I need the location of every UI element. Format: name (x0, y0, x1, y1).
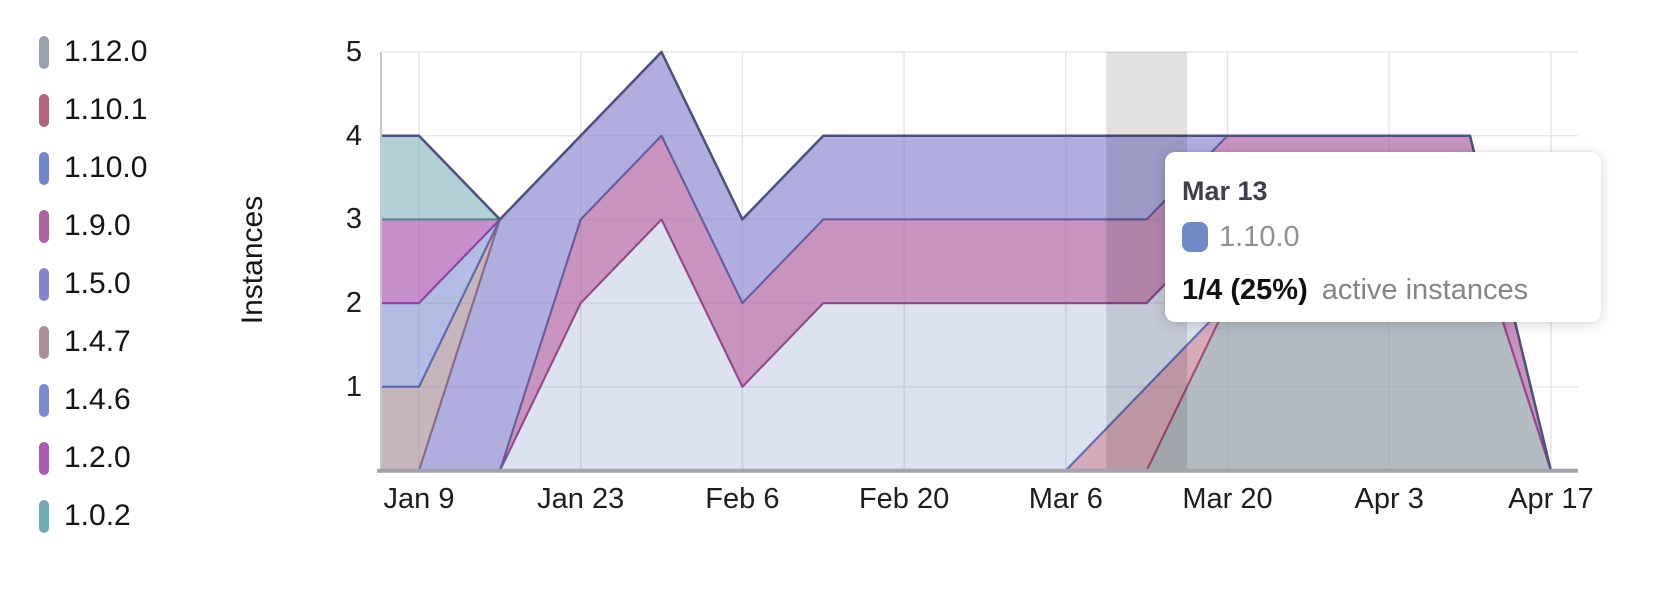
legend-swatch-icon (39, 151, 49, 185)
x-tick-label-Apr-3: Apr 3 (1354, 483, 1424, 515)
legend-item-1.4.7[interactable]: 1.4.7 (39, 325, 131, 359)
x-tick-label-Mar-6: Mar 6 (1028, 483, 1103, 515)
chart-tooltip: Mar 13 1.10.0 1/4 (25%) active instances (1165, 152, 1601, 322)
legend-item-1.0.2[interactable]: 1.0.2 (39, 499, 131, 533)
legend-label: 1.4.7 (64, 325, 131, 358)
legend-item-1.2.0[interactable]: 1.2.0 (39, 441, 131, 475)
legend-item-1.10.0[interactable]: 1.10.0 (39, 151, 147, 185)
legend-label: 1.10.0 (64, 151, 148, 184)
x-tick-label-Feb-20: Feb 20 (858, 483, 950, 515)
legend-label: 1.4.6 (64, 383, 131, 416)
legend-swatch-icon (39, 209, 49, 243)
y-tick-label-3: 3 (345, 203, 362, 236)
tooltip-value-description: active instances (1321, 274, 1529, 306)
legend-swatch-icon (39, 499, 49, 533)
legend-swatch-icon (39, 441, 49, 475)
y-tick-label-2: 2 (345, 287, 362, 320)
legend-label: 1.9.0 (64, 209, 131, 242)
y-tick-label-1: 1 (345, 370, 362, 403)
tooltip-value: 1/4 (25%) (1182, 274, 1308, 306)
y-tick-label-5: 5 (345, 36, 362, 68)
legend-label: 1.2.0 (64, 441, 131, 474)
legend-item-1.5.0[interactable]: 1.5.0 (39, 267, 131, 301)
legend-label: 1.12.0 (64, 35, 148, 68)
legend-item-1.9.0[interactable]: 1.9.0 (39, 209, 131, 243)
stack-total-line (381, 50, 1553, 471)
tooltip-value-row: 1/4 (25%) active instances (1182, 275, 1601, 305)
y-axis-title: Instances (236, 195, 269, 325)
tooltip-series-label: 1.10.0 (1219, 220, 1300, 253)
x-tick-label-Mar-20: Mar 20 (1182, 483, 1273, 515)
legend-swatch-icon (39, 383, 49, 417)
legend-swatch-icon (39, 35, 49, 69)
legend-item-1.12.0[interactable]: 1.12.0 (39, 35, 147, 69)
x-tick-label-Jan-9: Jan 9 (383, 483, 455, 515)
legend-label: 1.5.0 (64, 267, 131, 300)
tooltip-date: Mar 13 (1182, 176, 1268, 206)
tooltip-series-swatch-icon (1182, 222, 1208, 252)
legend-label: 1.10.1 (64, 93, 148, 126)
legend-item-1.4.6[interactable]: 1.4.6 (39, 383, 131, 417)
y-tick-label-4: 4 (345, 119, 362, 152)
legend-swatch-icon (39, 325, 49, 359)
tooltip-series-row: 1.10.0 (1182, 220, 1601, 253)
x-tick-label-Feb-6: Feb 6 (705, 483, 780, 515)
x-tick-label-Apr-17: Apr 17 (1508, 483, 1594, 515)
x-tick-label-Jan-23: Jan 23 (537, 483, 625, 515)
legend-swatch-icon (39, 267, 49, 301)
legend-swatch-icon (39, 93, 49, 127)
legend-label: 1.0.2 (64, 499, 131, 532)
legend-item-1.10.1[interactable]: 1.10.1 (39, 93, 147, 127)
